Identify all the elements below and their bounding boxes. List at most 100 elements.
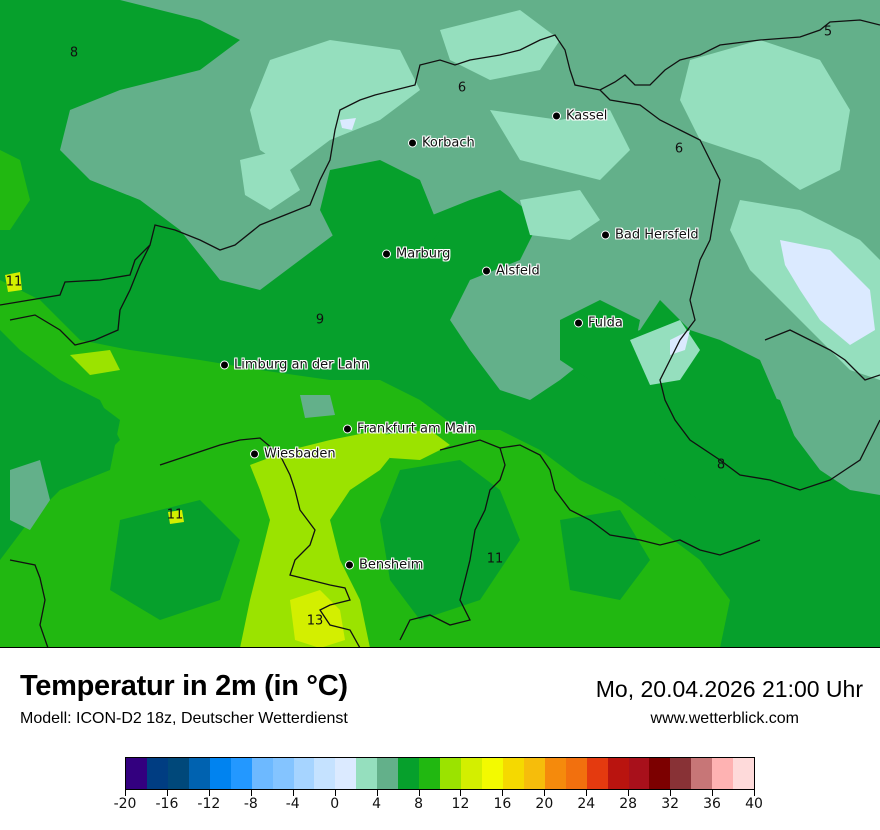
colorbar-tick-label: -16 bbox=[155, 796, 179, 812]
colorbar-segment bbox=[733, 758, 755, 789]
city-dot-icon bbox=[574, 318, 583, 328]
model-source: Modell: ICON-D2 18z, Deutscher Wetterdie… bbox=[20, 710, 348, 727]
city-dot-icon bbox=[382, 249, 391, 259]
colorbar-tick-label: -4 bbox=[285, 796, 300, 812]
colorbar-segment bbox=[523, 758, 545, 789]
colorbar-tick bbox=[712, 790, 714, 796]
colorbar-segment bbox=[188, 758, 210, 789]
website-link[interactable]: www.wetterblick.com bbox=[650, 710, 799, 727]
city-dot-icon bbox=[552, 111, 561, 121]
isotherm-label: 6 bbox=[457, 80, 467, 96]
colorbar-tick-label: -12 bbox=[197, 796, 221, 812]
isotherm-label: 6 bbox=[674, 141, 684, 157]
city-dot-icon bbox=[482, 266, 491, 276]
colorbar-tick bbox=[334, 790, 336, 796]
forecast-datetime: Mo, 20.04.2026 21:00 Uhr bbox=[595, 676, 863, 702]
isotherm-label: 5 bbox=[823, 24, 833, 40]
colorbar-tick-label: 28 bbox=[619, 796, 638, 812]
colorbar-tick bbox=[502, 790, 504, 796]
colorbar-tick bbox=[754, 790, 755, 796]
colorbar-tick bbox=[418, 790, 420, 796]
colorbar-segment bbox=[272, 758, 294, 789]
isotherm-label: 8 bbox=[69, 45, 79, 61]
colorbar-tick-label: 4 bbox=[372, 796, 382, 812]
colorbar-tick bbox=[460, 790, 462, 796]
city-frankfurt: Frankfurt am Main bbox=[343, 422, 476, 437]
colorbar-segment bbox=[440, 758, 461, 789]
colorbar-segment bbox=[419, 758, 441, 789]
colorbar-ticks: -20 -16 -12 -8 -4 0 4 8 12 16 20 24 28 32 36 40 bbox=[114, 790, 763, 820]
city-fulda: Fulda bbox=[574, 316, 623, 331]
colorbar-segment bbox=[586, 758, 608, 789]
map-fill bbox=[0, 0, 880, 647]
colorbar-tick bbox=[376, 790, 378, 796]
city-korbach: Korbach bbox=[408, 136, 475, 151]
city-dot-icon bbox=[408, 138, 417, 148]
isotherm-label: 9 bbox=[315, 312, 325, 328]
colorbar-segment bbox=[544, 758, 566, 789]
colorbar-segment bbox=[335, 758, 357, 789]
city-bensheim: Bensheim bbox=[345, 558, 423, 573]
colorbar-segment bbox=[565, 758, 587, 789]
colorbar-tick-label: 8 bbox=[414, 796, 423, 812]
city-dot-icon bbox=[345, 560, 354, 570]
colorbar-segment bbox=[649, 758, 671, 789]
colorbar-tick bbox=[250, 790, 252, 796]
colorbar-tick bbox=[166, 790, 168, 796]
colorbar-tick bbox=[292, 790, 294, 796]
temperature-colorbar bbox=[125, 757, 755, 790]
colorbar-tick bbox=[628, 790, 630, 796]
isotherm-label: 11 bbox=[166, 507, 184, 523]
temperature-map: Kassel Korbach Bad Hersfeld Marburg Alsf… bbox=[0, 0, 880, 648]
colorbar-segment bbox=[691, 758, 713, 789]
colorbar-segment bbox=[481, 758, 503, 789]
isotherm-label: 8 bbox=[716, 457, 726, 473]
colorbar-tick-label: 0 bbox=[330, 796, 340, 812]
colorbar-segment bbox=[356, 758, 378, 789]
isotherm-label: 11 bbox=[5, 274, 23, 290]
city-alsfeld: Alsfeld bbox=[482, 264, 540, 279]
colorbar-tick-label: 36 bbox=[703, 796, 721, 812]
colorbar-segment bbox=[607, 758, 629, 789]
colorbar-tick-label: 12 bbox=[451, 796, 470, 812]
colorbar-segment bbox=[230, 758, 252, 789]
colorbar-tick bbox=[125, 790, 126, 796]
colorbar-segment bbox=[398, 758, 420, 789]
isotherm-label: 11 bbox=[486, 551, 504, 567]
colorbar-segment bbox=[628, 758, 650, 789]
city-limburg: Limburg an der Lahn bbox=[220, 358, 369, 373]
colorbar-segment bbox=[146, 758, 168, 789]
colorbar-segment bbox=[251, 758, 273, 789]
colorbar-tick-label: -8 bbox=[243, 796, 258, 812]
colorbar-tick bbox=[544, 790, 546, 796]
colorbar-tick-label: 20 bbox=[535, 796, 554, 812]
city-dot-icon bbox=[601, 230, 610, 240]
isotherm-label: 13 bbox=[306, 613, 324, 629]
city-bad-hersfeld: Bad Hersfeld bbox=[601, 228, 699, 243]
colorbar-tick bbox=[208, 790, 210, 796]
colorbar-segment bbox=[167, 758, 189, 789]
colorbar-tick-label: 32 bbox=[661, 796, 680, 812]
colorbar-segment bbox=[377, 758, 399, 789]
city-kassel: Kassel bbox=[552, 109, 607, 124]
city-marburg: Marburg bbox=[382, 247, 450, 262]
colorbar-tick bbox=[670, 790, 672, 796]
colorbar-segment bbox=[314, 758, 336, 789]
colorbar-tick bbox=[586, 790, 588, 796]
map-title: Temperatur in 2m (in °C) bbox=[20, 670, 348, 702]
city-dot-icon bbox=[250, 449, 259, 459]
colorbar-segment bbox=[712, 758, 734, 789]
colorbar-segment bbox=[209, 758, 231, 789]
colorbar-segment bbox=[461, 758, 482, 789]
city-dot-icon bbox=[220, 360, 229, 370]
colorbar-tick-label: 24 bbox=[577, 796, 596, 812]
colorbar-tick-label: 16 bbox=[493, 796, 512, 812]
colorbar-tick-label: 40 bbox=[745, 796, 763, 812]
colorbar-segment bbox=[126, 758, 147, 789]
colorbar-segment bbox=[293, 758, 315, 789]
colorbar-segment bbox=[502, 758, 524, 789]
colorbar-tick-label: -20 bbox=[113, 796, 137, 812]
city-wiesbaden: Wiesbaden bbox=[250, 447, 336, 462]
colorbar-segment bbox=[670, 758, 692, 789]
city-dot-icon bbox=[343, 424, 352, 434]
